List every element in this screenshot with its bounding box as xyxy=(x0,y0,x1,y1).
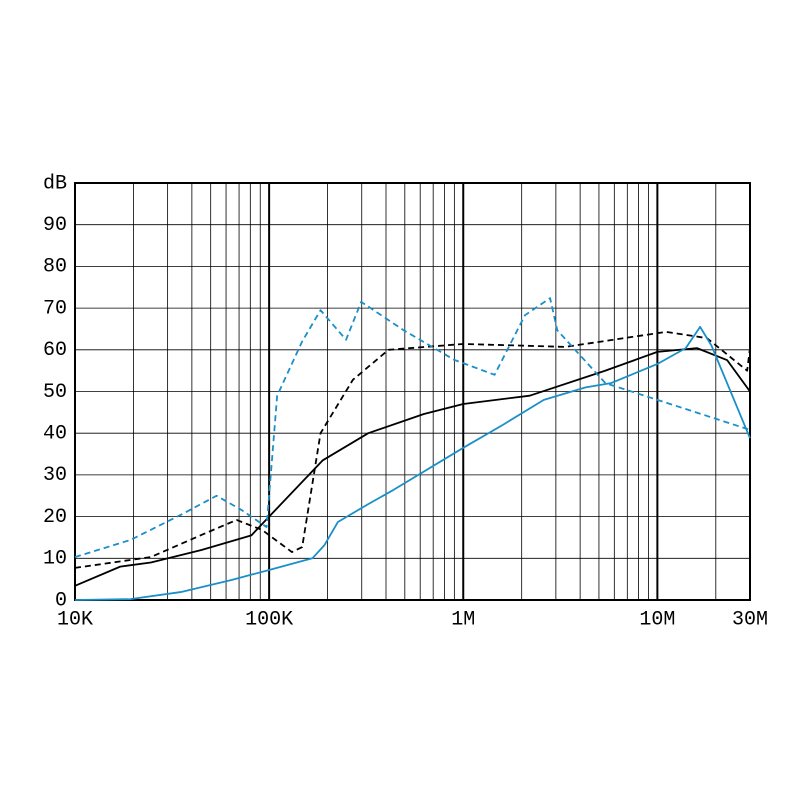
x-tick-label: 10M xyxy=(639,608,675,631)
x-tick-label: 10K xyxy=(57,608,93,631)
y-tick-label: 80 xyxy=(43,256,67,279)
y-tick-label: 0 xyxy=(55,589,67,612)
series-line xyxy=(74,330,751,569)
y-tick-label: dB xyxy=(43,172,67,195)
y-tick-label: 40 xyxy=(43,422,67,445)
y-tick-label: 60 xyxy=(43,339,67,362)
y-tick-label: 10 xyxy=(43,548,67,571)
x-tick-label: 100K xyxy=(245,608,293,631)
y-tick-label: 20 xyxy=(43,506,67,529)
x-tick-label: 30M xyxy=(732,608,768,631)
y-tick-label: 50 xyxy=(43,381,67,404)
series-line xyxy=(74,325,751,601)
y-tick-label: 30 xyxy=(43,464,67,487)
x-tick-label: 1M xyxy=(451,608,475,631)
y-tick-label: 90 xyxy=(43,214,67,237)
y-tick-label: 70 xyxy=(43,297,67,320)
series-line xyxy=(74,347,751,587)
series-line xyxy=(74,297,751,558)
